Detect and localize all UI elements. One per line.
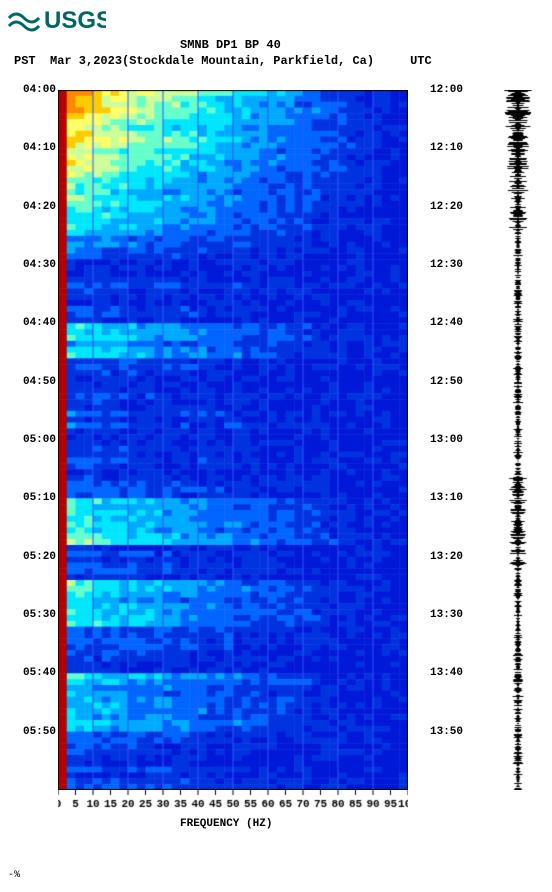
y-left-tick: 04:10 <box>23 142 56 154</box>
y-left-tick: 05:00 <box>23 434 56 446</box>
y-right-tick: 13:00 <box>430 434 463 446</box>
chart-title-line1: SMNB DP1 BP 40 <box>180 38 281 52</box>
y-right-tick: 12:20 <box>430 201 463 213</box>
y-left-tick: 04:30 <box>23 259 56 271</box>
y-left-tick: 04:40 <box>23 317 56 329</box>
y-right-tick: 12:10 <box>430 142 463 154</box>
x-axis <box>58 790 408 818</box>
y-right-tick: 13:50 <box>430 726 463 738</box>
y-left-tick: 05:30 <box>23 609 56 621</box>
y-left-tick: 05:10 <box>23 492 56 504</box>
y-left-tick: 04:20 <box>23 201 56 213</box>
y-right-tick: 12:40 <box>430 317 463 329</box>
seismogram-canvas <box>500 90 536 790</box>
footer-mark: -% <box>8 870 20 881</box>
y-left-tick: 04:00 <box>23 84 56 96</box>
y-right-tick: 13:40 <box>430 667 463 679</box>
chart-title-line2: PST Mar 3,2023(Stockdale Mountain, Parkf… <box>14 54 432 68</box>
y-left-tick: 05:20 <box>23 551 56 563</box>
x-axis-label: FREQUENCY (HZ) <box>180 818 272 830</box>
usgs-logo: USGS <box>6 4 106 38</box>
y-right-tick: 13:10 <box>430 492 463 504</box>
y-left-tick: 05:40 <box>23 667 56 679</box>
y-axis-right: 12:0012:1012:2012:3012:4012:5013:0013:10… <box>430 90 470 790</box>
y-left-tick: 04:50 <box>23 376 56 388</box>
y-right-tick: 12:50 <box>430 376 463 388</box>
y-right-tick: 13:20 <box>430 551 463 563</box>
y-axis-left: 04:0004:1004:2004:3004:4004:5005:0005:10… <box>16 90 56 790</box>
y-right-tick: 12:30 <box>430 259 463 271</box>
y-right-tick: 12:00 <box>430 84 463 96</box>
y-right-tick: 13:30 <box>430 609 463 621</box>
y-left-tick: 05:50 <box>23 726 56 738</box>
spectrogram-canvas <box>58 90 408 790</box>
svg-text:USGS: USGS <box>44 7 106 34</box>
